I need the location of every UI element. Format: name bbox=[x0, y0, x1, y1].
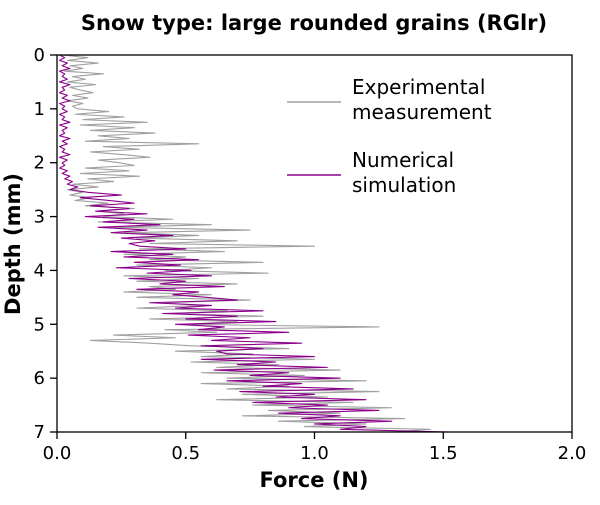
series-experimental bbox=[62, 55, 431, 432]
y-tick-label: 6 bbox=[34, 368, 45, 389]
y-tick-label: 0 bbox=[34, 45, 45, 66]
x-tick-label: 1.5 bbox=[429, 443, 458, 464]
y-tick-label: 7 bbox=[34, 422, 45, 443]
x-tick-label: 0.0 bbox=[43, 443, 72, 464]
y-tick-label: 5 bbox=[34, 314, 45, 335]
y-tick-label: 4 bbox=[34, 260, 45, 281]
y-tick-label: 1 bbox=[34, 99, 45, 120]
series-numerical bbox=[59, 55, 449, 432]
legend: Experimental measurement Numerical simul… bbox=[287, 75, 492, 197]
x-tick-label: 0.5 bbox=[171, 443, 200, 464]
ticks-layer: 0.0 0.5 1.0 1.5 2.0 0 1 2 3 4 5 6 7 bbox=[34, 45, 587, 464]
y-tick-label: 2 bbox=[34, 153, 45, 174]
y-tick-label: 3 bbox=[34, 207, 45, 228]
y-axis-label: Depth (mm) bbox=[1, 173, 25, 315]
series-layer bbox=[59, 55, 449, 432]
legend-label-experimental: Experimental measurement bbox=[352, 75, 492, 124]
chart-title: Snow type: large rounded grains (RGlr) bbox=[81, 11, 547, 35]
x-tick-label: 2.0 bbox=[558, 443, 587, 464]
legend-label-numerical: Numerical simulation bbox=[352, 148, 460, 197]
plot-border bbox=[56, 54, 573, 433]
x-tick-label: 1.0 bbox=[300, 443, 329, 464]
x-axis-label: Force (N) bbox=[259, 468, 368, 492]
